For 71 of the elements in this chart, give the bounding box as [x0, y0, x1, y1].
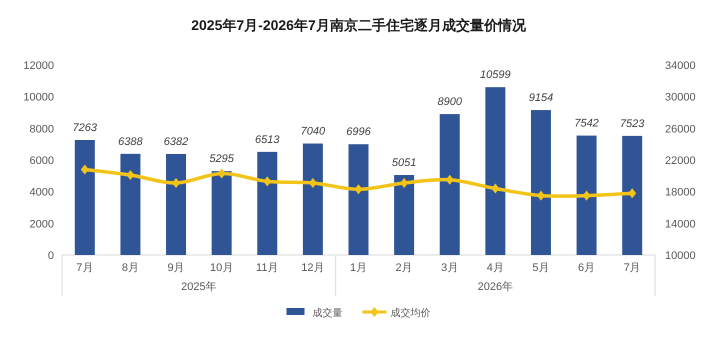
bar — [166, 154, 186, 255]
y-tick-label: 0 — [48, 250, 54, 262]
point — [582, 190, 591, 201]
point — [354, 184, 362, 194]
point — [628, 188, 636, 198]
y2-tick-label: 10000 — [665, 250, 696, 262]
x-tick-label: 6月 — [578, 262, 596, 274]
y-tick-label: 4000 — [30, 186, 54, 199]
bar — [348, 144, 368, 255]
bar — [485, 87, 506, 255]
bar — [120, 154, 140, 255]
y2-tick-label: 18000 — [665, 186, 696, 199]
data-label: 8900 — [437, 96, 463, 108]
x-tick-label: 7月 — [76, 262, 94, 274]
point — [446, 174, 454, 185]
y2-tick-label: 34000 — [665, 60, 696, 72]
x-tick-label: 5月 — [532, 262, 550, 274]
y-tick-label: 6000 — [30, 155, 54, 167]
x-tick-label: 11月 — [256, 262, 278, 274]
point — [308, 178, 317, 188]
data-label: 7523 — [620, 118, 646, 130]
data-label: 6513 — [255, 134, 280, 146]
point — [218, 168, 226, 178]
bar — [622, 136, 642, 255]
point — [172, 178, 180, 188]
point — [263, 176, 272, 186]
data-label: 7263 — [72, 122, 98, 134]
y-tick-label: 2000 — [30, 218, 54, 230]
y-tick-label: 8000 — [30, 123, 54, 136]
y-tick-label: 12000 — [23, 60, 54, 72]
data-label: 9154 — [528, 92, 554, 104]
text: 2025年 — [181, 281, 217, 293]
bar — [302, 144, 323, 255]
x-tick-label: 7月 — [624, 262, 641, 274]
bar — [212, 171, 232, 255]
bar — [257, 152, 278, 255]
y2-tick-label: 14000 — [665, 218, 696, 230]
data-label: 6382 — [164, 136, 188, 148]
legend-label: 成交量 — [312, 307, 342, 319]
point — [536, 190, 545, 201]
x-tick-label: 2月 — [396, 262, 413, 274]
data-label: 6996 — [346, 126, 372, 138]
bar — [576, 136, 597, 255]
chart-title: 2025年7月-2026年7月南京二手住宅逐月成交量价情况 — [191, 17, 527, 33]
text: 2026年 — [478, 281, 514, 293]
legend-label: 成交均价 — [390, 307, 430, 319]
data-label: 10599 — [480, 69, 511, 82]
y2-tick-label: 26000 — [665, 123, 696, 136]
bar — [440, 114, 460, 255]
y-tick-label: 10000 — [23, 92, 54, 104]
x-tick-label: 1月 — [350, 262, 368, 274]
point — [400, 178, 408, 188]
point — [126, 170, 134, 180]
data-label: 5295 — [209, 153, 235, 166]
data-label: 7542 — [574, 118, 599, 130]
data-label: 5051 — [392, 157, 416, 170]
y2-tick-label: 22000 — [665, 155, 696, 167]
bar — [530, 110, 551, 255]
x-tick-label: 9月 — [167, 262, 185, 274]
data-label: 7040 — [300, 126, 326, 138]
x-tick-label: 10月 — [210, 262, 234, 274]
x-tick-label: 8月 — [122, 262, 139, 274]
y2-tick-label: 30000 — [665, 92, 696, 104]
point — [491, 184, 500, 194]
x-tick-label: 3月 — [441, 262, 458, 274]
x-tick-label: 12月 — [301, 262, 325, 274]
data-label: 6388 — [118, 136, 144, 148]
point — [80, 164, 89, 174]
bar — [74, 140, 95, 255]
bar — [394, 175, 414, 255]
x-tick-label: 4月 — [486, 262, 504, 274]
